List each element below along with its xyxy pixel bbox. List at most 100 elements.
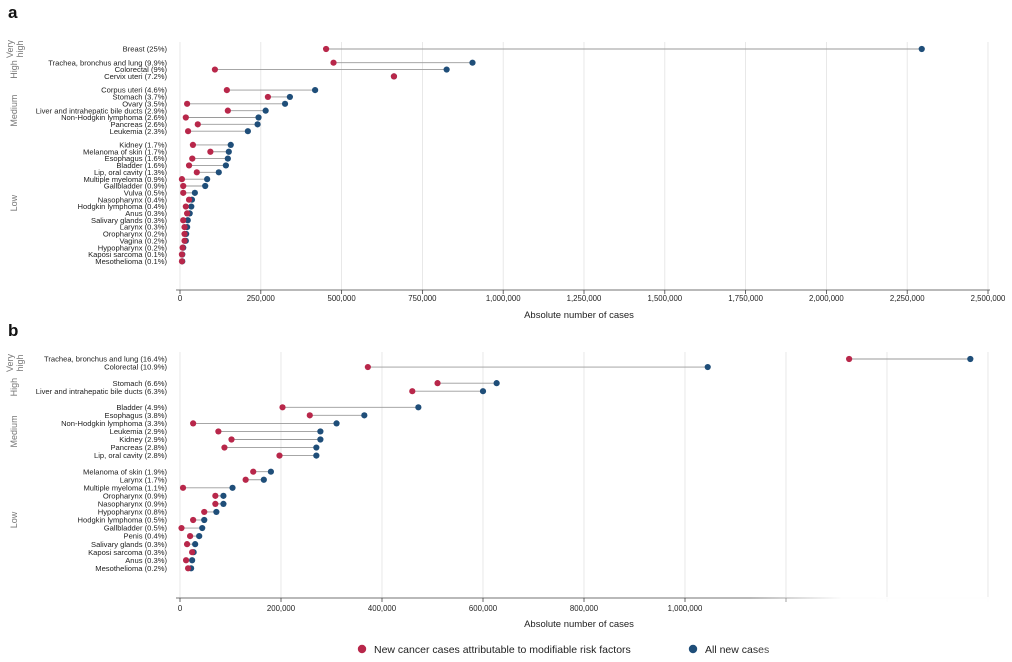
group-label-line: Low [9,194,19,211]
group-label-line: Medium [9,415,19,447]
attributable-point [276,452,283,459]
all-cases-point [286,93,293,101]
attributable-point [409,388,416,395]
category-label: Mesothelioma (0.1%) [95,257,167,266]
all-cases-point [227,141,234,148]
panel-label: a [8,3,18,22]
category-label: Stomach (3.7%) [113,93,168,102]
category-label: Hypopharynx (0.8%) [98,508,168,517]
group-label-line: High [9,60,19,79]
all-cases-point [191,189,198,196]
legend-all-label: All new cases [705,644,769,656]
category-label: Salivary glands (0.3%) [91,540,167,549]
all-cases-point [202,182,209,190]
attributable-point [178,251,186,258]
attributable-point [189,155,196,162]
attributable-point [364,363,371,371]
category-label: Melanoma of skin (1.9%) [83,467,167,476]
category-label: Kidney (1.7%) [119,141,167,150]
x-tick-label: 500,000 [328,294,357,303]
all-cases-point [443,66,450,73]
all-cases-point [220,492,227,499]
category-label: Liver and intrahepatic bile ducts (2.9%) [36,106,168,115]
legend-attributable-marker [357,644,367,654]
category-label: Leukemia (2.3%) [110,127,168,136]
category-label: Multiple myeloma (1.1%) [83,483,167,492]
x-tick-label: 0 [178,294,183,303]
attributable-point [242,476,249,483]
group-label-line: high [15,40,25,57]
group-label-line: Very [5,39,15,58]
attributable-point [179,484,187,491]
category-label: Pancreas (2.6%) [110,120,167,129]
all-cases-point [967,355,974,363]
attributable-point [194,121,201,128]
all-cases-point [262,107,269,114]
group-label: Low [9,194,19,211]
legend-all-marker [688,644,698,654]
all-cases-point [213,508,220,516]
category-label: Ovary (3.5%) [122,99,167,108]
attributable-point [184,210,191,217]
attributable-point [264,93,272,101]
group-label-line: high [15,355,25,372]
group-label: Medium [9,95,19,127]
all-cases-point [260,476,267,483]
group-label-line: Very [5,354,15,373]
x-tick-label: 400,000 [368,604,397,613]
attributable-point [187,533,194,540]
attributable-point [434,380,441,387]
category-label: Vagina (0.2%) [119,236,167,245]
category-label: Stomach (6.6%) [113,379,168,388]
attributable-point [180,189,187,196]
all-cases-point [224,155,231,162]
category-label: Breast (25%) [123,45,168,54]
category-label: Cervix uteri (7.2%) [104,72,167,81]
all-cases-point [479,388,487,395]
group-label: High [9,378,19,397]
x-tick-label: 600,000 [469,604,498,613]
all-cases-point [333,420,340,427]
category-label: Larynx (1.7%) [120,475,168,484]
all-cases-point [469,59,476,66]
group-label-line: High [9,378,19,397]
all-cases-point [493,380,500,387]
all-cases-point [189,557,196,564]
group-label: High [9,60,19,79]
category-label: Anus (0.3%) [125,209,167,218]
x-axis-title: Absolute number of cases [524,619,634,630]
legend: New cancer cases attributable to modifia… [357,644,769,656]
category-label: Kaposi sarcoma (0.1%) [88,250,167,259]
attributable-point [228,436,235,443]
attributable-point [180,182,187,190]
panel-b: b Veryhigh High Medium Low Trachea, bronchus … [5,321,990,630]
all-cases-point [192,541,199,548]
category-label: Trachea, bronchus and lung (9.9%) [48,58,167,67]
all-cases-point [317,428,324,435]
group-label: Medium [9,415,19,447]
category-label: Leukemia (2.9%) [110,427,168,436]
x-tick-label: 1,500,000 [647,294,682,303]
all-cases-point [215,169,222,176]
all-cases-point [311,87,319,94]
category-label: Gallbladder (0.5%) [104,524,168,533]
attributable-point [184,100,191,107]
category-label: Multiple myeloma (0.9%) [83,175,167,184]
category-label: Penis (0.4%) [124,532,168,541]
category-label: Nasopharynx (0.4%) [98,195,168,204]
category-label: Nasopharynx (0.9%) [98,500,168,509]
all-cases-point [244,128,251,135]
category-label: Bladder (4.9%) [116,403,167,412]
attributable-point [181,224,188,231]
attributable-point [279,404,286,411]
attributable-point [189,549,196,556]
attributable-point [179,244,186,251]
attributable-point [178,524,185,532]
attributable-point [306,412,313,419]
group-label: Veryhigh [5,354,25,373]
attributable-point [211,66,219,73]
category-label: Larynx (0.3%) [120,223,168,232]
x-tick-label: 1,250,000 [567,294,602,303]
all-cases-point [199,524,206,532]
